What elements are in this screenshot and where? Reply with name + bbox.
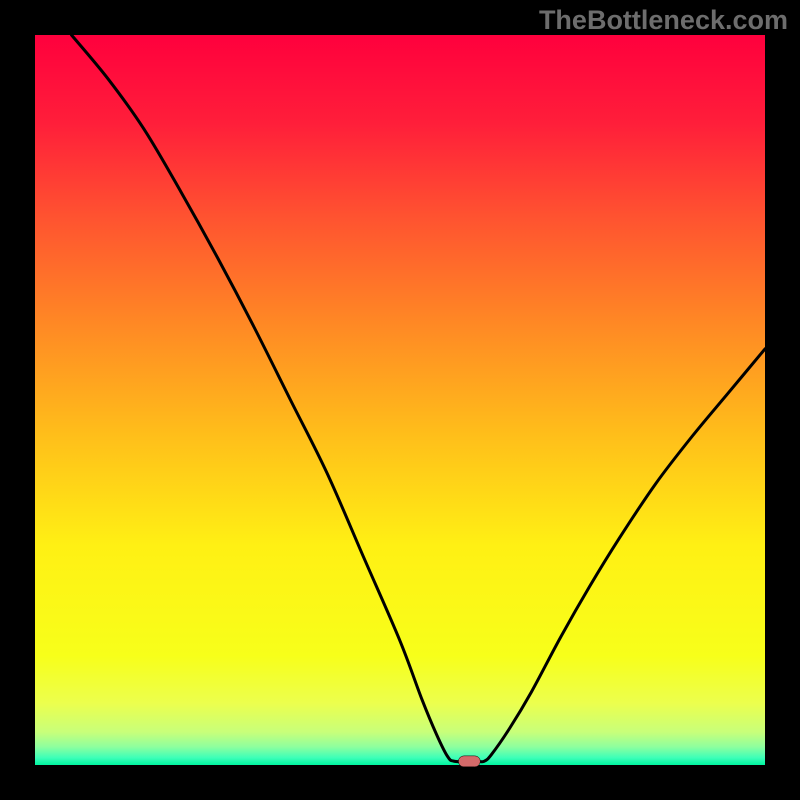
minimum-marker bbox=[458, 756, 480, 767]
plot-background bbox=[35, 35, 765, 765]
chart-stage: TheBottleneck.com bbox=[0, 0, 800, 800]
bottleneck-chart bbox=[0, 0, 800, 800]
